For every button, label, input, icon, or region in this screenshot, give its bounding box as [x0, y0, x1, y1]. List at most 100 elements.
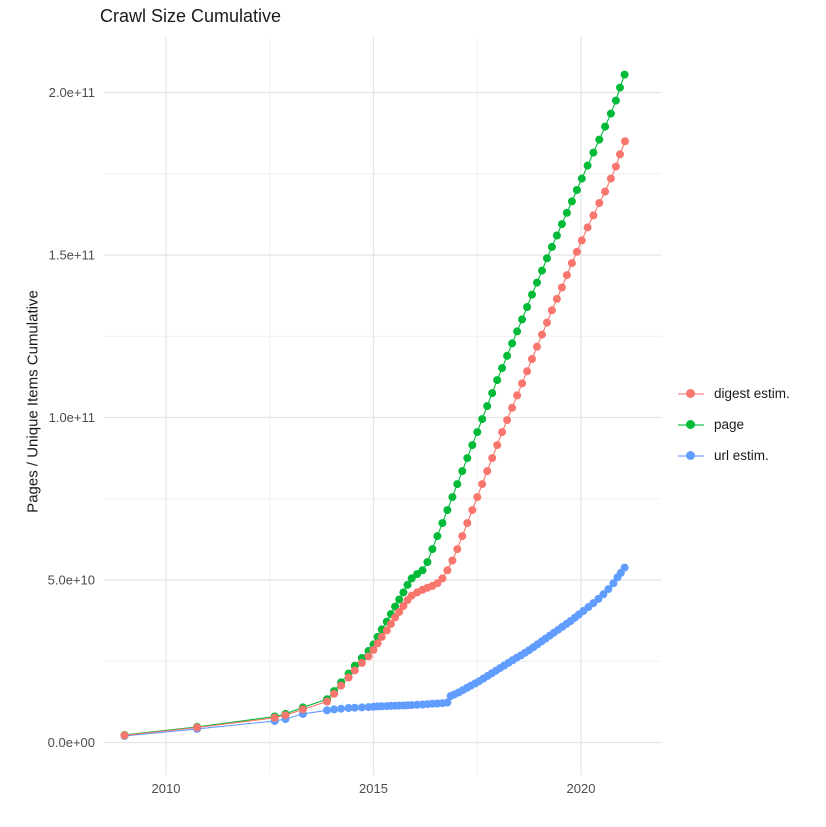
legend-key-digest-icon: [678, 388, 704, 399]
data-point-page: [572, 186, 581, 194]
data-point-page: [533, 278, 541, 287]
data-point-digest-estim-: [533, 342, 541, 351]
data-point-page: [577, 174, 586, 183]
data-point-digest-estim-: [557, 283, 566, 292]
legend-key-url-icon: [678, 450, 704, 461]
data-point-page: [508, 339, 517, 348]
data-point-digest-estim-: [508, 403, 517, 412]
data-point-page: [478, 415, 487, 424]
data-point-digest-estim-: [552, 294, 561, 303]
data-point-page: [595, 135, 604, 144]
data-point-digest-estim-: [493, 441, 502, 450]
data-point-digest-estim-: [463, 519, 472, 528]
data-point-page: [616, 83, 624, 92]
data-point-digest-estim-: [488, 454, 497, 463]
data-point-digest-estim-: [595, 199, 604, 207]
data-point-digest-estim-: [498, 428, 507, 437]
data-point-page: [543, 254, 551, 263]
data-point-page: [395, 595, 404, 604]
data-point-digest-estim-: [377, 632, 386, 641]
data-point-digest-estim-: [270, 713, 279, 722]
data-point-digest-estim-: [458, 532, 467, 541]
data-point-page: [418, 566, 427, 575]
data-point-url-estim-: [620, 563, 629, 572]
y-tick-label: 2.0e+11: [49, 85, 95, 100]
data-point-page: [498, 364, 507, 373]
data-point-page: [557, 220, 566, 229]
data-point-digest-estim-: [547, 306, 556, 315]
data-point-page: [547, 242, 556, 251]
data-point-digest-estim-: [369, 645, 378, 654]
data-point-page: [589, 148, 598, 157]
data-point-page: [399, 588, 408, 597]
data-point-page: [562, 208, 571, 217]
data-point-page: [468, 441, 477, 450]
legend-item-url: url estim.: [678, 440, 790, 471]
data-point-page: [567, 197, 576, 206]
data-point-digest-estim-: [323, 697, 331, 706]
data-point-digest-estim-: [567, 259, 576, 268]
data-point-digest-estim-: [453, 545, 462, 554]
data-point-digest-estim-: [583, 223, 592, 232]
data-point-page: [513, 327, 522, 336]
data-point-page: [433, 532, 442, 541]
y-tick-label: 1.5e+11: [49, 248, 95, 263]
data-point-digest-estim-: [572, 247, 581, 256]
data-point-digest-estim-: [473, 493, 482, 502]
data-point-digest-estim-: [478, 480, 487, 489]
data-point-digest-estim-: [611, 162, 620, 171]
y-tick-label: 1.0e+11: [49, 410, 95, 425]
data-point-url-estim-: [443, 698, 452, 707]
data-point-url-estim-: [330, 705, 339, 714]
x-tick-label: 2020: [567, 781, 596, 796]
data-point-digest-estim-: [513, 391, 522, 400]
data-point-digest-estim-: [538, 330, 546, 339]
data-point-digest-estim-: [621, 137, 629, 146]
data-point-digest-estim-: [391, 613, 400, 622]
legend-label-digest: digest estim.: [714, 386, 790, 401]
data-point-digest-estim-: [601, 187, 610, 196]
data-point-digest-estim-: [344, 673, 353, 682]
data-point-url-estim-: [344, 704, 353, 712]
data-point-digest-estim-: [448, 556, 457, 565]
data-point-page: [528, 290, 536, 299]
x-tick-label: 2015: [359, 781, 388, 796]
data-point-digest-estim-: [298, 705, 307, 714]
data-point-digest-estim-: [523, 367, 532, 376]
data-point-digest-estim-: [433, 579, 442, 588]
chart-title: Crawl Size Cumulative: [100, 6, 282, 26]
data-point-digest-estim-: [616, 150, 624, 159]
data-point-digest-estim-: [562, 271, 571, 280]
legend-key-page-icon: [678, 419, 704, 430]
data-point-url-estim-: [357, 703, 366, 712]
data-point-url-estim-: [609, 579, 618, 588]
data-point-page: [438, 519, 447, 528]
legend-item-page: page: [678, 409, 790, 440]
data-point-page: [583, 161, 592, 170]
data-point-page: [448, 493, 457, 502]
data-point-page: [453, 480, 462, 489]
data-point-digest-estim-: [399, 602, 408, 610]
data-point-page: [503, 351, 512, 360]
data-point-page: [458, 467, 467, 476]
data-point-page: [493, 376, 502, 385]
data-point-digest-estim-: [382, 626, 391, 635]
data-point-digest-estim-: [606, 174, 615, 183]
data-point-digest-estim-: [357, 658, 366, 667]
data-point-page: [538, 266, 546, 275]
data-point-digest-estim-: [443, 566, 452, 575]
data-point-url-estim-: [323, 706, 331, 715]
data-point-page: [407, 574, 416, 583]
data-point-page: [423, 558, 432, 567]
data-point-page: [601, 122, 610, 131]
data-point-page: [611, 96, 620, 105]
data-point-digest-estim-: [386, 619, 395, 628]
y-tick-label: 5.0e+10: [48, 573, 95, 588]
data-point-digest-estim-: [518, 379, 527, 388]
data-point-page: [606, 109, 615, 118]
data-point-digest-estim-: [468, 506, 477, 515]
data-point-digest-estim-: [528, 355, 536, 363]
legend-label-page: page: [714, 417, 745, 432]
data-point-digest-estim-: [589, 211, 598, 220]
